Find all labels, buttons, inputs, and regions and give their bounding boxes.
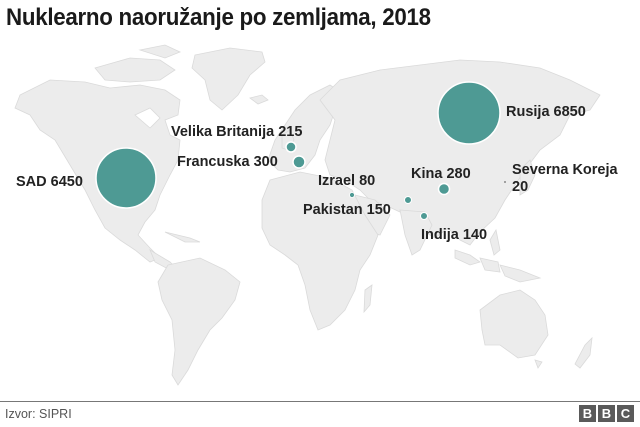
- label-russia: Rusija 6850: [506, 104, 586, 120]
- bubble-uk: [285, 141, 297, 153]
- label-france: Francuska 300: [177, 154, 278, 170]
- world-map: [14, 44, 601, 386]
- label-china: Kina 280: [411, 166, 471, 182]
- chart-title: Nuklearno naoružanje po zemljama, 2018: [6, 4, 431, 31]
- bubble-china: [437, 182, 451, 196]
- label-uk: Velika Britanija 215: [171, 124, 303, 140]
- bbc-logo-letter-3: C: [617, 405, 634, 422]
- bbc-logo: B B C: [579, 405, 634, 422]
- source-note: Izvor: SIPRI: [5, 407, 72, 421]
- bbc-logo-letter-1: B: [579, 405, 596, 422]
- bubble-france: [292, 155, 306, 169]
- land-masses: [14, 44, 601, 386]
- label-north-korea-value: 20: [512, 179, 529, 195]
- bubble-north-korea: [504, 181, 506, 183]
- footer-divider: [0, 401, 640, 402]
- label-israel: Izrael 80: [318, 173, 376, 189]
- bbc-logo-letter-2: B: [598, 405, 615, 422]
- bubble-usa: [95, 147, 157, 209]
- label-north-korea-name: Severna Koreja: [512, 162, 618, 178]
- bubble-india: [420, 212, 428, 220]
- bubble-russia: [437, 81, 501, 145]
- label-usa: SAD 6450: [16, 174, 83, 190]
- label-india: Indija 140: [421, 227, 488, 243]
- label-pakistan: Pakistan 150: [303, 202, 391, 218]
- bubble-israel: [349, 192, 355, 198]
- label-north-korea: Severna Koreja 20: [512, 162, 618, 196]
- bubble-pakistan: [404, 196, 412, 204]
